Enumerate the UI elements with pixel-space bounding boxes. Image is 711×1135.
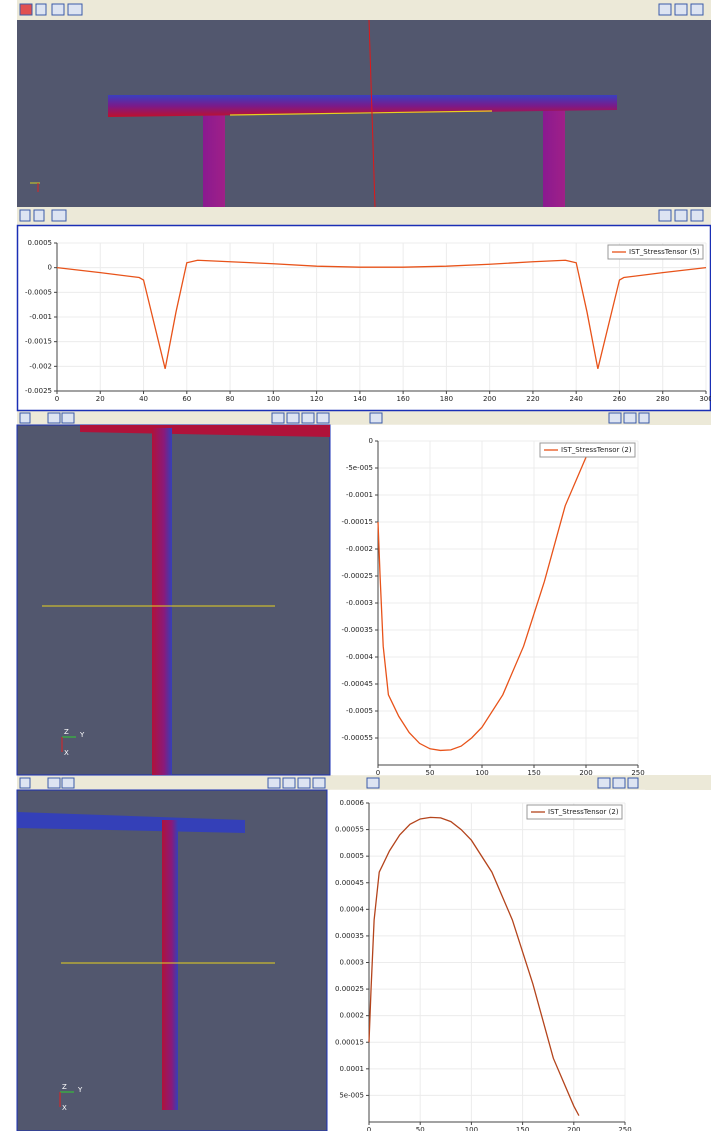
y-tick-label: -0.0025	[25, 387, 52, 395]
x-tick-label: 80	[226, 395, 235, 403]
x-tick-label: 200	[483, 395, 496, 403]
y-tick-label: -0.002	[29, 362, 52, 370]
y-tick-label: 0.0005	[340, 852, 365, 860]
axis-label: Y	[79, 731, 85, 739]
screenshot: Z Y X Z Y X 0.0005 0 -0.0005 -0.001 -0.0015 -…	[0, 0, 711, 1131]
y-tick-label: 0.0002	[340, 1012, 365, 1020]
x-tick-label: 200	[579, 769, 592, 777]
x-tick-label: 160	[396, 395, 409, 403]
x-tick-label: 0	[55, 395, 59, 403]
chart-frame	[18, 226, 711, 411]
y-tick-label: -0.0003	[346, 599, 373, 607]
y-tick-label: 0.00025	[335, 985, 364, 993]
x-tick-label: 180	[440, 395, 453, 403]
y-tick-label: 0.0005	[28, 239, 53, 247]
y-tick-label: -0.0001	[346, 491, 373, 499]
x-tick-label: 40	[139, 395, 148, 403]
x-tick-label: 100	[465, 1126, 478, 1131]
y-tick-label: -0.00045	[342, 680, 373, 688]
chart: 0 -5e-005 -0.0001 -0.00015 -0.0002 -0.00025 -0…	[334, 426, 645, 778]
x-tick-label: 220	[526, 395, 539, 403]
axis-label: X	[64, 749, 69, 757]
y-tick-label: -0.00025	[342, 572, 373, 580]
y-tick-label: -0.001	[29, 313, 52, 321]
axis-label: Z	[64, 728, 69, 736]
y-tick-label: 0.0003	[340, 959, 365, 967]
y-tick-label: -0.0004	[346, 653, 374, 661]
y-tick-label: -0.0005	[346, 707, 373, 715]
legend-label: IST_StressTensor (5)	[629, 248, 700, 256]
x-tick-label: 200	[567, 1126, 580, 1131]
x-tick-label: 100	[475, 769, 488, 777]
x-tick-label: 100	[267, 395, 280, 403]
axis-label: X	[62, 1104, 67, 1112]
y-tick-label: -5e-005	[346, 464, 373, 472]
x-tick-label: 60	[182, 395, 191, 403]
legend-label: IST_StressTensor (2)	[561, 446, 632, 454]
x-tick-label: 120	[310, 395, 323, 403]
x-tick-label: 50	[416, 1126, 425, 1131]
render-view[interactable]	[17, 790, 327, 1131]
x-tick-label: 50	[426, 769, 435, 777]
y-tick-label: 0	[48, 264, 52, 272]
chart-frame	[334, 426, 645, 775]
x-tick-label: 140	[353, 395, 366, 403]
y-tick-label: -0.0015	[25, 338, 52, 346]
y-tick-label: 0.00015	[335, 1038, 364, 1046]
x-tick-label: 150	[516, 1126, 529, 1131]
y-tick-label: 5e-005	[339, 1091, 364, 1099]
x-tick-label: 240	[570, 395, 583, 403]
chart: 0.0005 0 -0.0005 -0.001 -0.0015 -0.002 -0.0025…	[18, 226, 711, 411]
y-tick-label: 0.00045	[335, 879, 364, 887]
x-tick-label: 260	[613, 395, 626, 403]
y-tick-label: 0.0001	[340, 1065, 365, 1073]
y-tick-label: 0.0004	[340, 905, 365, 913]
y-tick-label: -0.00055	[342, 734, 373, 742]
x-tick-label: 20	[96, 395, 105, 403]
render-view[interactable]	[17, 20, 711, 207]
y-tick-label: -0.0005	[25, 288, 52, 296]
axis-label: Z	[62, 1083, 67, 1091]
y-tick-label: 0.00055	[335, 826, 364, 834]
x-tick-label: 150	[527, 769, 540, 777]
x-tick-label: 250	[631, 769, 644, 777]
y-tick-label: 0.0006	[340, 799, 365, 807]
y-tick-label: 0.00035	[335, 932, 364, 940]
legend-label: IST_StressTensor (2)	[548, 808, 619, 816]
render-view[interactable]	[17, 425, 330, 775]
x-tick-label: 300	[699, 395, 711, 403]
axis-label: Y	[77, 1086, 83, 1094]
x-tick-label: 0	[376, 769, 380, 777]
x-tick-label: 250	[618, 1126, 631, 1131]
x-tick-label: 0	[367, 1126, 371, 1131]
y-tick-label: 0	[369, 437, 373, 445]
y-tick-label: -0.00035	[342, 626, 373, 634]
chart-frame	[331, 791, 645, 1131]
y-tick-label: -0.0002	[346, 545, 373, 553]
y-tick-label: -0.00015	[342, 518, 373, 526]
chart: 0.00060.000550.00050.000450.00040.000350…	[331, 791, 645, 1132]
x-tick-label: 280	[656, 395, 669, 403]
